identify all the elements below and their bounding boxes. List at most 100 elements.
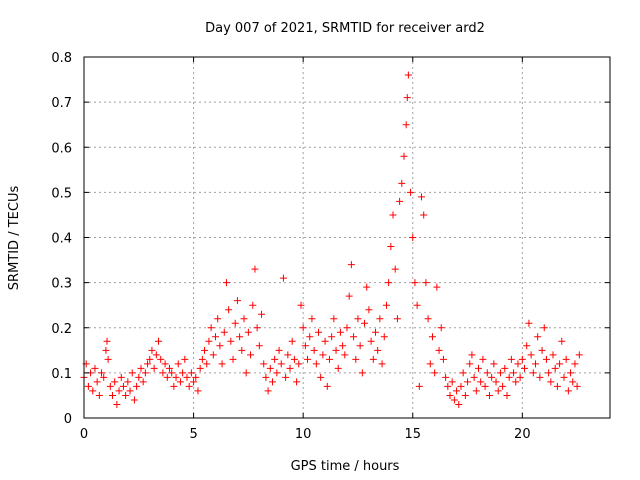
data-point xyxy=(418,193,426,201)
data-point xyxy=(290,355,298,363)
data-point xyxy=(174,360,182,368)
data-point xyxy=(130,396,138,404)
y-tick-label: 0.2 xyxy=(51,322,72,337)
data-point xyxy=(413,301,421,309)
data-point xyxy=(479,355,487,363)
data-point xyxy=(282,373,290,381)
data-point xyxy=(374,346,382,354)
data-point xyxy=(490,360,498,368)
data-point xyxy=(496,369,504,377)
x-tick-label: 5 xyxy=(189,427,197,442)
data-point xyxy=(553,382,561,390)
data-point xyxy=(514,360,522,368)
data-point xyxy=(376,315,384,323)
data-point xyxy=(446,391,454,399)
data-point xyxy=(260,360,268,368)
data-point xyxy=(268,378,276,386)
data-point xyxy=(512,378,520,386)
data-point xyxy=(477,378,485,386)
data-point xyxy=(411,279,419,287)
data-point xyxy=(518,355,526,363)
chart-title: Day 007 of 2021, SRMTID for receiver ard… xyxy=(205,21,485,36)
data-point xyxy=(485,391,493,399)
data-point xyxy=(556,360,564,368)
data-point xyxy=(341,351,349,359)
data-point xyxy=(258,310,266,318)
data-point xyxy=(328,333,336,341)
data-point xyxy=(472,387,480,395)
data-point xyxy=(222,279,230,287)
data-point xyxy=(389,211,397,219)
data-point xyxy=(459,369,467,377)
data-point xyxy=(542,355,550,363)
data-point xyxy=(106,382,114,390)
data-point xyxy=(194,387,202,395)
data-point xyxy=(378,360,386,368)
y-tick-label: 0.3 xyxy=(51,277,72,292)
data-point xyxy=(299,324,307,332)
data-point xyxy=(426,360,434,368)
x-axis-label: GPS time / hours xyxy=(291,459,400,474)
data-point xyxy=(84,382,92,390)
x-axis-ticks: 0 5 10 15 20 xyxy=(80,57,531,442)
data-point xyxy=(339,342,347,350)
data-point xyxy=(183,373,191,381)
data-point xyxy=(433,283,441,291)
y-axis-ticks: 0 0.1 0.2 0.3 0.4 0.5 0.6 0.7 0.8 xyxy=(51,51,610,427)
data-point xyxy=(336,328,344,336)
data-point xyxy=(242,369,250,377)
data-point xyxy=(273,369,281,377)
data-point xyxy=(185,382,193,390)
data-point xyxy=(172,373,180,381)
data-point xyxy=(301,342,309,350)
data-point xyxy=(126,387,134,395)
data-point xyxy=(181,355,189,363)
data-point xyxy=(100,373,108,381)
data-point xyxy=(562,355,570,363)
y-tick-label: 0.8 xyxy=(51,51,72,66)
y-tick-label: 0.6 xyxy=(51,141,72,156)
data-point xyxy=(229,355,237,363)
data-point xyxy=(225,306,233,314)
data-point xyxy=(494,387,502,395)
data-point xyxy=(483,369,491,377)
data-point xyxy=(321,337,329,345)
data-point xyxy=(571,360,579,368)
data-point xyxy=(575,351,583,359)
data-point xyxy=(317,373,325,381)
data-point xyxy=(424,315,432,323)
y-axis-label: SRMTID / TECUs xyxy=(7,186,22,291)
data-point xyxy=(470,373,478,381)
data-point xyxy=(284,351,292,359)
data-point xyxy=(161,360,169,368)
data-point xyxy=(503,391,511,399)
data-point xyxy=(468,351,476,359)
y-tick-label: 0 xyxy=(64,412,72,427)
data-point xyxy=(420,211,428,219)
data-point xyxy=(176,378,184,386)
data-point xyxy=(444,382,452,390)
data-point xyxy=(415,382,423,390)
data-point xyxy=(220,328,228,336)
data-point xyxy=(218,360,226,368)
data-point xyxy=(365,306,373,314)
data-point xyxy=(455,400,463,408)
data-point xyxy=(122,391,130,399)
data-point xyxy=(187,369,195,377)
data-point xyxy=(249,301,257,309)
data-point xyxy=(262,373,270,381)
data-point xyxy=(111,378,119,386)
data-point xyxy=(564,387,572,395)
data-point xyxy=(103,337,111,345)
data-point xyxy=(115,387,123,395)
data-point xyxy=(391,265,399,273)
data-point xyxy=(203,360,211,368)
data-point xyxy=(573,382,581,390)
data-point xyxy=(499,382,507,390)
data-point xyxy=(481,382,489,390)
data-point xyxy=(277,360,285,368)
data-point xyxy=(297,301,305,309)
data-point xyxy=(253,324,261,332)
data-point xyxy=(304,355,312,363)
